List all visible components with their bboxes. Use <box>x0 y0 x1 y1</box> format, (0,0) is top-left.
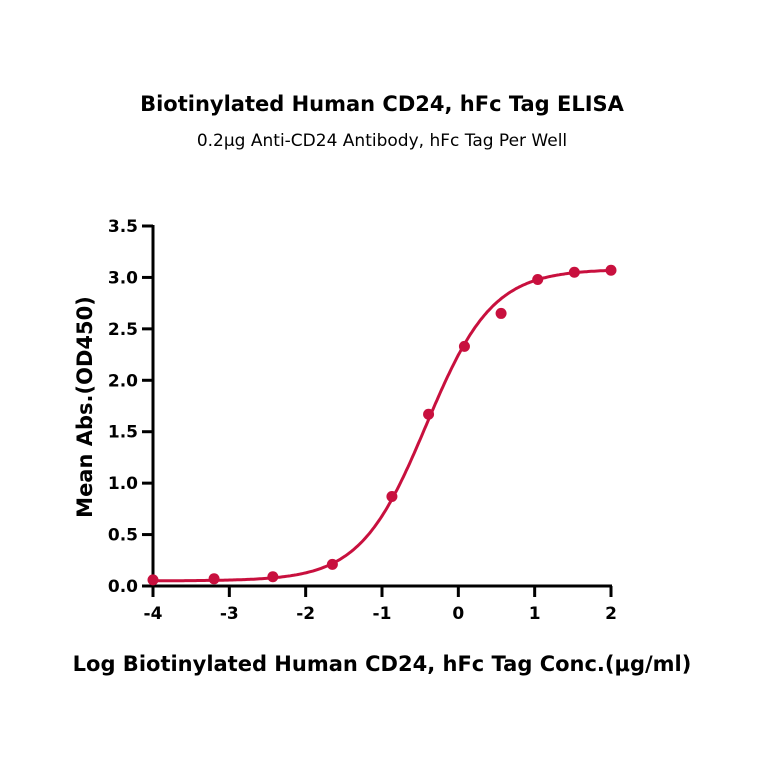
data-point <box>326 558 338 570</box>
y-tick-label: 3.0 <box>108 268 138 288</box>
y-tick-label: 0.5 <box>108 526 138 546</box>
data-point <box>532 273 544 285</box>
y-tick-label: 0.0 <box>108 577 138 597</box>
data-point <box>208 573 220 585</box>
data-point <box>458 340 470 352</box>
chart-subtitle: 0.2μg Anti-CD24 Antibody, hFc Tag Per We… <box>196 131 568 151</box>
x-tick-label: -4 <box>144 604 163 624</box>
x-tick-label: -3 <box>220 604 239 624</box>
data-point <box>267 571 279 583</box>
data-point <box>495 307 507 319</box>
axes: 0.0 0.5 1.0 1.5 2.0 2.5 3.0 3.5 -4 -3 -2 -1 0 1 2 <box>108 217 617 624</box>
fit-curve <box>153 268 611 583</box>
y-tick-label: 1.5 <box>108 423 138 443</box>
x-tick-label: 0 <box>452 604 464 624</box>
data-point <box>147 574 159 586</box>
y-tick-label: 3.5 <box>108 217 138 237</box>
y-tick-label: 2.5 <box>108 320 138 340</box>
x-axis-label: Log Biotinylated Human CD24, hFc Tag Con… <box>73 652 692 676</box>
data-point <box>423 408 435 420</box>
data-point <box>605 264 617 276</box>
data-point <box>568 266 580 278</box>
y-tick-label: 2.0 <box>108 371 138 391</box>
x-tick-label: 1 <box>529 604 541 624</box>
y-axis-label: Mean Abs.(OD450) <box>73 296 97 518</box>
chart-title: Biotinylated Human CD24, hFc Tag ELISA <box>140 92 624 116</box>
x-tick-label: -1 <box>373 604 392 624</box>
x-tick-label: 2 <box>605 604 617 624</box>
y-tick-label: 1.0 <box>108 474 138 494</box>
data-points <box>147 264 617 586</box>
x-tick-label: -2 <box>296 604 315 624</box>
data-point <box>386 491 398 503</box>
